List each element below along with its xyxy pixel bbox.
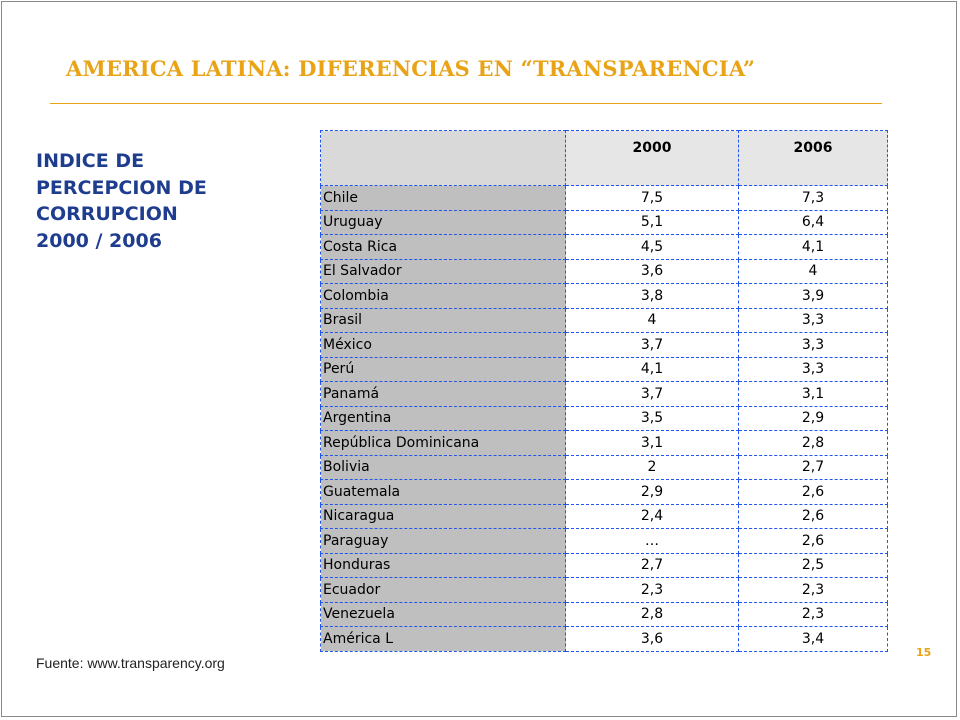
table-row: Brasil 4 3,3 [320, 307, 888, 333]
table-row: América L 3,6 3,4 [320, 626, 888, 652]
source-note: Fuente: www.transparency.org [36, 655, 225, 671]
value-2000-cell: 4 [565, 307, 739, 333]
value-2006-cell: 2,6 [738, 479, 888, 505]
table-row: Colombia 3,8 3,9 [320, 283, 888, 309]
value-2006-cell: 2,8 [738, 430, 888, 456]
country-cell: República Dominicana [320, 430, 566, 456]
country-cell: Honduras [320, 552, 566, 578]
page-number: 15 [916, 646, 932, 659]
country-cell: Ecuador [320, 577, 566, 603]
value-2006-cell: 3,4 [738, 626, 888, 652]
value-2000-cell: 3,6 [565, 626, 739, 652]
value-2006-cell: 2,9 [738, 405, 888, 431]
value-2006-cell: 2,5 [738, 552, 888, 578]
value-2006-cell: 2,3 [738, 577, 888, 603]
country-cell: Paraguay [320, 528, 566, 554]
table-row: Nicaragua 2,4 2,6 [320, 503, 888, 529]
value-2006-cell: 4 [738, 258, 888, 284]
value-2006-cell: 3,3 [738, 307, 888, 333]
country-cell: Nicaragua [320, 503, 566, 529]
subtitle-line-4: 2000 / 2006 [36, 229, 162, 252]
country-cell: Venezuela [320, 601, 566, 627]
table-row: Panamá 3,7 3,1 [320, 381, 888, 407]
value-2000-cell: 3,7 [565, 381, 739, 407]
value-2000-cell: 3,7 [565, 332, 739, 358]
value-2006-cell: 2,6 [738, 503, 888, 529]
country-cell: Bolivia [320, 454, 566, 480]
country-cell: Chile [320, 185, 566, 211]
value-2000-cell: 2,4 [565, 503, 739, 529]
table-row: Guatemala 2,9 2,6 [320, 479, 888, 505]
header-blank-cell [320, 130, 566, 186]
country-cell: Uruguay [320, 209, 566, 235]
value-2006-cell: 4,1 [738, 234, 888, 260]
value-2000-cell: 2,8 [565, 601, 739, 627]
index-subtitle: INDICE DE PERCEPCION DE CORRUPCION 2000 … [36, 148, 286, 254]
value-2006-cell: 6,4 [738, 209, 888, 235]
table-body: Chile 7,5 7,3 Uruguay 5,1 6,4 Costa Rica 4,5 4,1… [320, 185, 888, 652]
table-row: República Dominicana 3,1 2,8 [320, 430, 888, 456]
value-2000-cell: 3,6 [565, 258, 739, 284]
value-2000-cell: 3,5 [565, 405, 739, 431]
value-2000-cell: 4,5 [565, 234, 739, 260]
value-2000-cell: … [565, 528, 739, 554]
value-2000-cell: 5,1 [565, 209, 739, 235]
table-row: Honduras 2,7 2,5 [320, 552, 888, 578]
country-cell: El Salvador [320, 258, 566, 284]
country-cell: Colombia [320, 283, 566, 309]
slide-title: AMERICA LATINA: DIFERENCIAS EN “TRANSPAR… [66, 56, 756, 81]
subtitle-line-1: INDICE DE [36, 150, 145, 172]
value-2000-cell: 2,7 [565, 552, 739, 578]
table-row: Venezuela 2,8 2,3 [320, 601, 888, 627]
table-row: México 3,7 3,3 [320, 332, 888, 358]
value-2006-cell: 3,1 [738, 381, 888, 407]
country-cell: México [320, 332, 566, 358]
value-2006-cell: 3,3 [738, 332, 888, 358]
country-cell: Panamá [320, 381, 566, 407]
value-2000-cell: 7,5 [565, 185, 739, 211]
table-row: Chile 7,5 7,3 [320, 185, 888, 211]
table-row: Argentina 3,5 2,9 [320, 405, 888, 431]
country-cell: Guatemala [320, 479, 566, 505]
value-2000-cell: 2,3 [565, 577, 739, 603]
table-row: Perú 4,1 3,3 [320, 356, 888, 382]
table-header-row: 2000 2006 [320, 130, 888, 186]
country-cell: Argentina [320, 405, 566, 431]
country-cell: Perú [320, 356, 566, 382]
title-divider [50, 103, 882, 104]
table-row: Paraguay… 2,6 [320, 528, 888, 554]
value-2006-cell: 3,3 [738, 356, 888, 382]
header-year-2006: 2006 [738, 130, 888, 186]
value-2000-cell: 2,9 [565, 479, 739, 505]
table-row: Ecuador 2,3 2,3 [320, 577, 888, 603]
value-2000-cell: 2 [565, 454, 739, 480]
value-2000-cell: 4,1 [565, 356, 739, 382]
table-row: Bolivia 2 2,7 [320, 454, 888, 480]
country-cell: Costa Rica [320, 234, 566, 260]
header-year-2000: 2000 [565, 130, 739, 186]
value-2006-cell: 2,3 [738, 601, 888, 627]
country-cell: Brasil [320, 307, 566, 333]
subtitle-line-3: CORRUPCION [36, 203, 178, 225]
table-row: El Salvador 3,6 4 [320, 258, 888, 284]
value-2000-cell: 3,8 [565, 283, 739, 309]
value-2006-cell: 2,6 [738, 528, 888, 554]
value-2006-cell: 3,9 [738, 283, 888, 309]
value-2000-cell: 3,1 [565, 430, 739, 456]
table-row: Uruguay 5,1 6,4 [320, 209, 888, 235]
value-2006-cell: 2,7 [738, 454, 888, 480]
corruption-index-table: 2000 2006 Chile 7,5 7,3 Uruguay 5,1 6,4 Costa … [320, 130, 888, 652]
subtitle-line-2: PERCEPCION DE [36, 176, 207, 199]
table-row: Costa Rica 4,5 4,1 [320, 234, 888, 260]
country-cell: América L [320, 626, 566, 652]
value-2006-cell: 7,3 [738, 185, 888, 211]
